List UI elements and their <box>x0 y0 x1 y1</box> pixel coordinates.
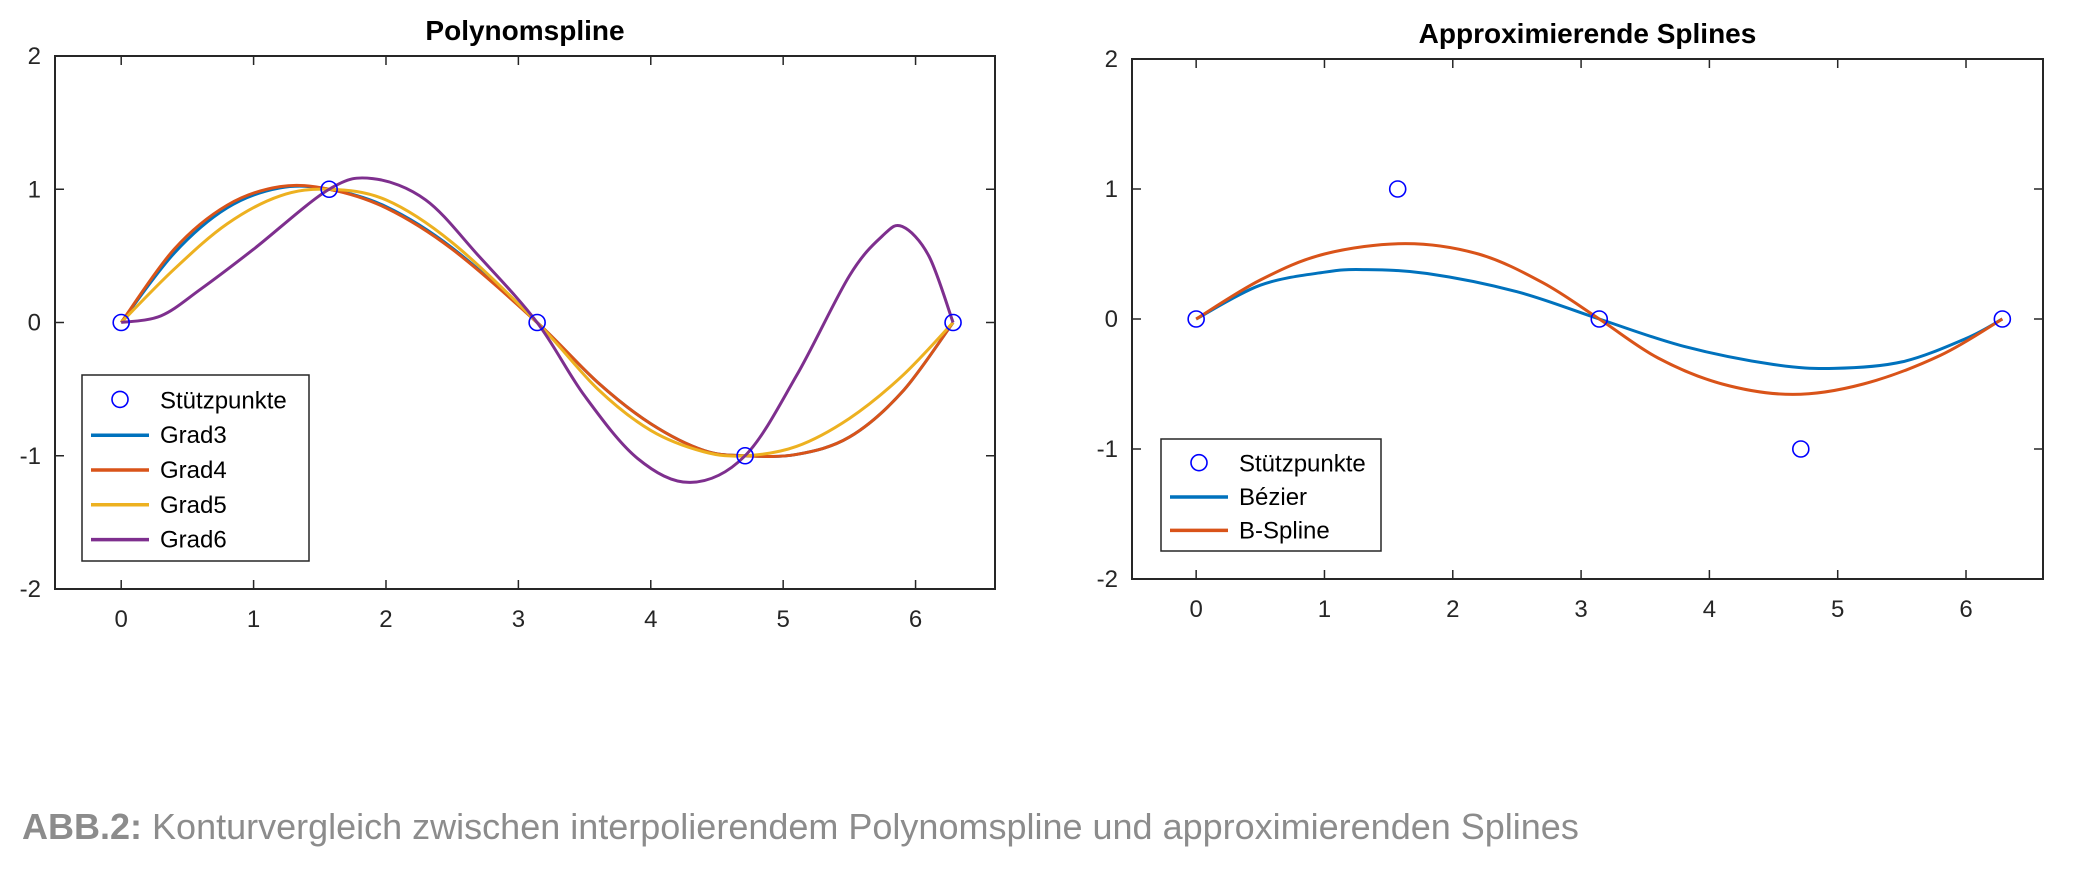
x-tick-label: 5 <box>776 606 789 633</box>
x-tick-label: 5 <box>1831 596 1844 623</box>
data-point-marker <box>320 180 338 199</box>
x-tick-label: 0 <box>1189 596 1202 623</box>
x-tick-label: 0 <box>115 606 128 633</box>
y-tick-label: 1 <box>1105 176 1118 203</box>
chart-2: Approximierende Splines 0 1 2 3 4 5 6 -2 -1 0 1 2 Stü… <box>1097 18 2044 623</box>
legend-label: Grad5 <box>160 492 227 519</box>
legend-marker-symbol <box>1190 453 1208 472</box>
legend-label: Stützpunkte <box>1239 451 1366 478</box>
y-tick-label: 2 <box>1105 46 1118 73</box>
caption-label: ABB.2: <box>22 806 143 847</box>
legend-label: Grad3 <box>160 422 227 449</box>
x-tick-label: 6 <box>909 606 922 633</box>
legend-marker-symbol <box>111 390 129 409</box>
data-point-marker <box>1388 180 1407 198</box>
data-point-marker <box>1993 310 2012 328</box>
x-tick-label: 6 <box>1959 596 1972 623</box>
series-line-grad5 <box>120 187 955 458</box>
y-tick-label: -2 <box>20 576 41 603</box>
figure-caption: ABB.2: Konturvergleich zwischen interpol… <box>22 806 1579 848</box>
legend: Stützpunkte Bézier B-Spline <box>1160 438 1382 552</box>
y-tick-label: 1 <box>28 176 41 203</box>
y-tick-label: 0 <box>1105 306 1118 333</box>
legend-label: Grad6 <box>160 527 227 554</box>
chart-title: Polynomspline <box>425 15 624 46</box>
x-tick-label: 4 <box>644 606 657 633</box>
y-tick-label: -1 <box>1097 436 1118 463</box>
legend-label: Bézier <box>1239 484 1307 511</box>
data-point-marker <box>528 313 546 332</box>
series-line-b-spline <box>1195 242 2004 396</box>
y-tick-label: 0 <box>28 310 41 337</box>
x-tick-label: 2 <box>1446 596 1459 623</box>
x-tick-label: 2 <box>379 606 392 633</box>
legend: Stützpunkte Grad3 Grad4 Grad5 Grad6 <box>81 374 310 562</box>
x-tick-label: 4 <box>1703 596 1716 623</box>
chart-1: Polynomspline 0 1 2 3 4 5 6 -2 -1 0 1 2 Stützpunkte Gr… <box>20 15 996 633</box>
chart-title: Approximierende Splines <box>1419 18 1757 49</box>
data-point-marker <box>112 313 130 332</box>
axes-box <box>1131 58 2044 580</box>
legend-label: B-Spline <box>1239 517 1330 544</box>
series-group <box>119 176 955 484</box>
data-point-marker <box>736 446 754 465</box>
y-tick-label: -2 <box>1097 566 1118 593</box>
y-tick-label: 2 <box>28 43 41 70</box>
legend-box <box>81 374 310 562</box>
series-group <box>1195 242 2004 396</box>
data-point-marker <box>944 313 962 332</box>
series-line-grad4 <box>119 183 955 459</box>
x-tick-label: 1 <box>247 606 260 633</box>
x-tick-label: 3 <box>1574 596 1587 623</box>
legend-box <box>1160 438 1382 552</box>
x-tick-label: 1 <box>1318 596 1331 623</box>
x-tick-label: 3 <box>512 606 525 633</box>
data-point-marker <box>1590 310 1609 328</box>
caption-text: Konturvergleich zwischen interpolierende… <box>152 806 1579 847</box>
y-tick-label: -1 <box>20 443 41 470</box>
legend-label: Stützpunkte <box>160 387 287 414</box>
data-point-marker <box>1187 310 1205 328</box>
axes-box <box>54 55 996 590</box>
legend-label: Grad4 <box>160 457 227 484</box>
series-line-grad6 <box>120 176 955 484</box>
data-point-marker <box>1792 440 1810 458</box>
